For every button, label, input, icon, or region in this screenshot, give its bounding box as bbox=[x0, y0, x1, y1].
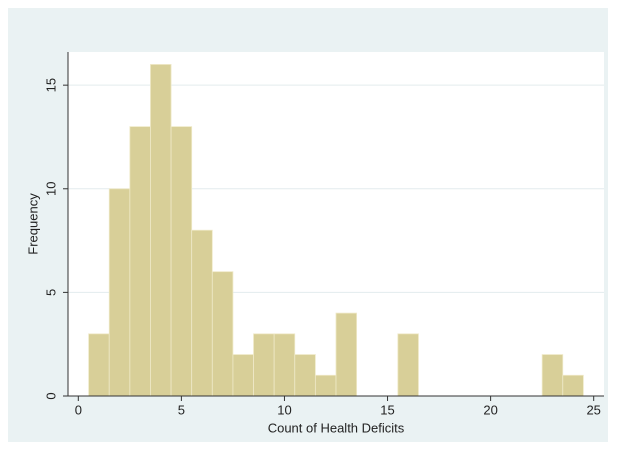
y-tick-label: 0 bbox=[43, 392, 58, 399]
y-tick-label: 10 bbox=[43, 182, 58, 196]
x-tick-label: 20 bbox=[483, 402, 497, 417]
bar bbox=[541, 354, 564, 397]
bar bbox=[211, 271, 234, 397]
bar bbox=[397, 333, 419, 397]
bar bbox=[294, 354, 316, 397]
y-tick-label: 5 bbox=[43, 289, 58, 296]
bar bbox=[232, 354, 254, 397]
bar bbox=[129, 126, 151, 397]
bar bbox=[150, 64, 172, 397]
x-axis-label: Count of Health Deficits bbox=[268, 420, 405, 435]
y-tick-label: 15 bbox=[43, 78, 58, 92]
bar bbox=[273, 333, 296, 397]
bar bbox=[170, 126, 193, 397]
x-tick-label: 0 bbox=[75, 402, 82, 417]
bar bbox=[253, 333, 275, 397]
x-tick-label: 15 bbox=[380, 402, 394, 417]
x-tick-label: 10 bbox=[277, 402, 291, 417]
bar bbox=[191, 229, 213, 397]
bar bbox=[88, 333, 110, 397]
bar bbox=[108, 188, 131, 397]
bar bbox=[335, 312, 358, 397]
x-tick-label: 25 bbox=[586, 402, 600, 417]
x-tick-label: 5 bbox=[178, 402, 185, 417]
bar bbox=[562, 374, 584, 397]
y-axis-label: Frequency bbox=[25, 193, 40, 255]
bar bbox=[314, 374, 337, 397]
